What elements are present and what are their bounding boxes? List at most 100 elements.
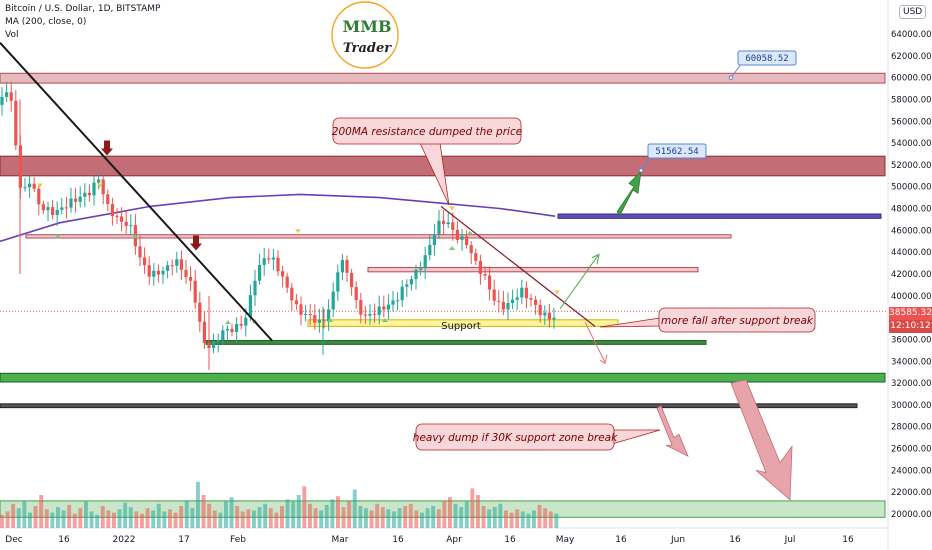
volume-bar xyxy=(308,503,312,528)
bearish-target-arrow xyxy=(656,405,689,458)
volume-bar xyxy=(375,503,380,528)
volume-bar xyxy=(504,510,508,528)
candle-body xyxy=(382,306,386,310)
volume-bar xyxy=(67,504,72,528)
candle-body xyxy=(511,299,515,303)
currency-button[interactable]: USD xyxy=(899,5,927,19)
candle-body xyxy=(216,340,220,342)
candle-body xyxy=(336,272,340,292)
volume-bar xyxy=(56,507,60,528)
candle-body xyxy=(543,312,547,316)
volume-bar xyxy=(123,502,128,528)
volume-bar xyxy=(414,510,419,528)
candle-body xyxy=(124,221,128,226)
y-tick-label: 60000.00 xyxy=(891,74,932,84)
resistance-trendline xyxy=(440,205,596,327)
support-break-callout-box xyxy=(658,307,816,333)
logo-brand-text: MMB xyxy=(343,17,392,36)
volume-bar xyxy=(492,507,497,528)
volume-bar xyxy=(168,509,172,528)
candle-body xyxy=(465,236,469,246)
fractal-down-marker xyxy=(554,290,560,295)
volume-bar xyxy=(392,511,396,528)
symbol-title[interactable]: Bitcoin / U.S. Dollar, 1D, BITSTAMP xyxy=(5,4,161,14)
candle-body xyxy=(483,274,487,276)
y-tick-label: 44000.00 xyxy=(891,248,932,258)
candle-body xyxy=(538,304,542,316)
volume-bar xyxy=(537,504,542,528)
volume-indicator-label[interactable]: Vol xyxy=(5,30,19,40)
candle-body xyxy=(308,314,312,316)
x-tick-label: May xyxy=(556,535,575,545)
volume-bar xyxy=(442,500,447,528)
candle-body xyxy=(359,300,363,315)
volume-bar xyxy=(268,508,273,528)
volume-bar xyxy=(296,495,301,528)
volume-bar xyxy=(285,499,290,528)
candle-body xyxy=(552,317,556,320)
logo-circle xyxy=(331,1,399,69)
y-tick-label: 22000.00 xyxy=(891,488,932,498)
candle-body xyxy=(120,216,124,222)
y-tick-label: 58000.00 xyxy=(891,95,932,105)
volume-bar xyxy=(476,495,480,528)
volume-bar xyxy=(33,506,38,528)
candle-body xyxy=(396,300,400,302)
y-tick-label: 28000.00 xyxy=(891,423,932,433)
candle-body xyxy=(368,313,372,316)
candle-body xyxy=(101,179,105,195)
candle-body xyxy=(0,96,4,105)
volume-bar xyxy=(291,501,296,528)
candle-body xyxy=(350,272,354,288)
candle-body xyxy=(138,246,142,258)
volume-bar xyxy=(72,513,77,528)
volume-bar xyxy=(470,488,475,528)
support-zone-37k xyxy=(307,319,619,327)
volume-bar xyxy=(448,497,452,528)
ma-indicator-label[interactable]: MA (200, close, 0) xyxy=(5,17,87,27)
x-tick-label: Dec xyxy=(5,535,22,545)
target-price-60k-anchor xyxy=(728,75,734,80)
volume-bar xyxy=(134,511,139,528)
volume-bar xyxy=(408,503,413,528)
candle-body xyxy=(506,303,510,310)
candle-body xyxy=(437,220,441,235)
x-tick-label: Jul xyxy=(784,535,796,545)
candle-body xyxy=(212,341,216,349)
candle-body xyxy=(469,245,473,254)
mmb-logo: MMB Trader xyxy=(331,1,399,69)
fractal-up-marker xyxy=(449,246,455,250)
heavy-dump-callout: heavy dump if 30K support zone break xyxy=(413,423,661,451)
candle-body xyxy=(193,280,197,303)
x-tick-label: Mar xyxy=(332,535,349,545)
y-tick-label: 24000.00 xyxy=(891,466,932,476)
volume-bar xyxy=(229,497,234,528)
x-tick-label: Feb xyxy=(230,535,246,545)
volume-bar xyxy=(11,503,16,528)
candle-body xyxy=(152,270,156,277)
candle-body xyxy=(14,100,18,146)
support-break-callout: more fall after support break xyxy=(599,307,816,333)
candle-body xyxy=(202,321,206,343)
candle-body xyxy=(147,265,151,277)
volume-bar xyxy=(280,506,284,528)
candle-body xyxy=(534,299,538,305)
x-tick-label: 2022 xyxy=(113,535,136,545)
candle-body xyxy=(492,289,496,301)
fractal-up-marker xyxy=(225,320,231,325)
y-tick-label: 40000.00 xyxy=(891,292,932,302)
candle-body xyxy=(129,225,133,227)
candle-body xyxy=(414,269,418,280)
volume-bar xyxy=(548,511,553,528)
volume-bar xyxy=(358,506,363,528)
x-tick-label: 16 xyxy=(58,535,70,545)
candle-body xyxy=(299,304,303,315)
volume-bar xyxy=(22,500,27,528)
candle-body xyxy=(230,328,234,333)
candle-body xyxy=(304,314,308,315)
candle-body xyxy=(419,268,423,270)
candle-body xyxy=(156,270,160,275)
volume-bar xyxy=(246,509,251,528)
